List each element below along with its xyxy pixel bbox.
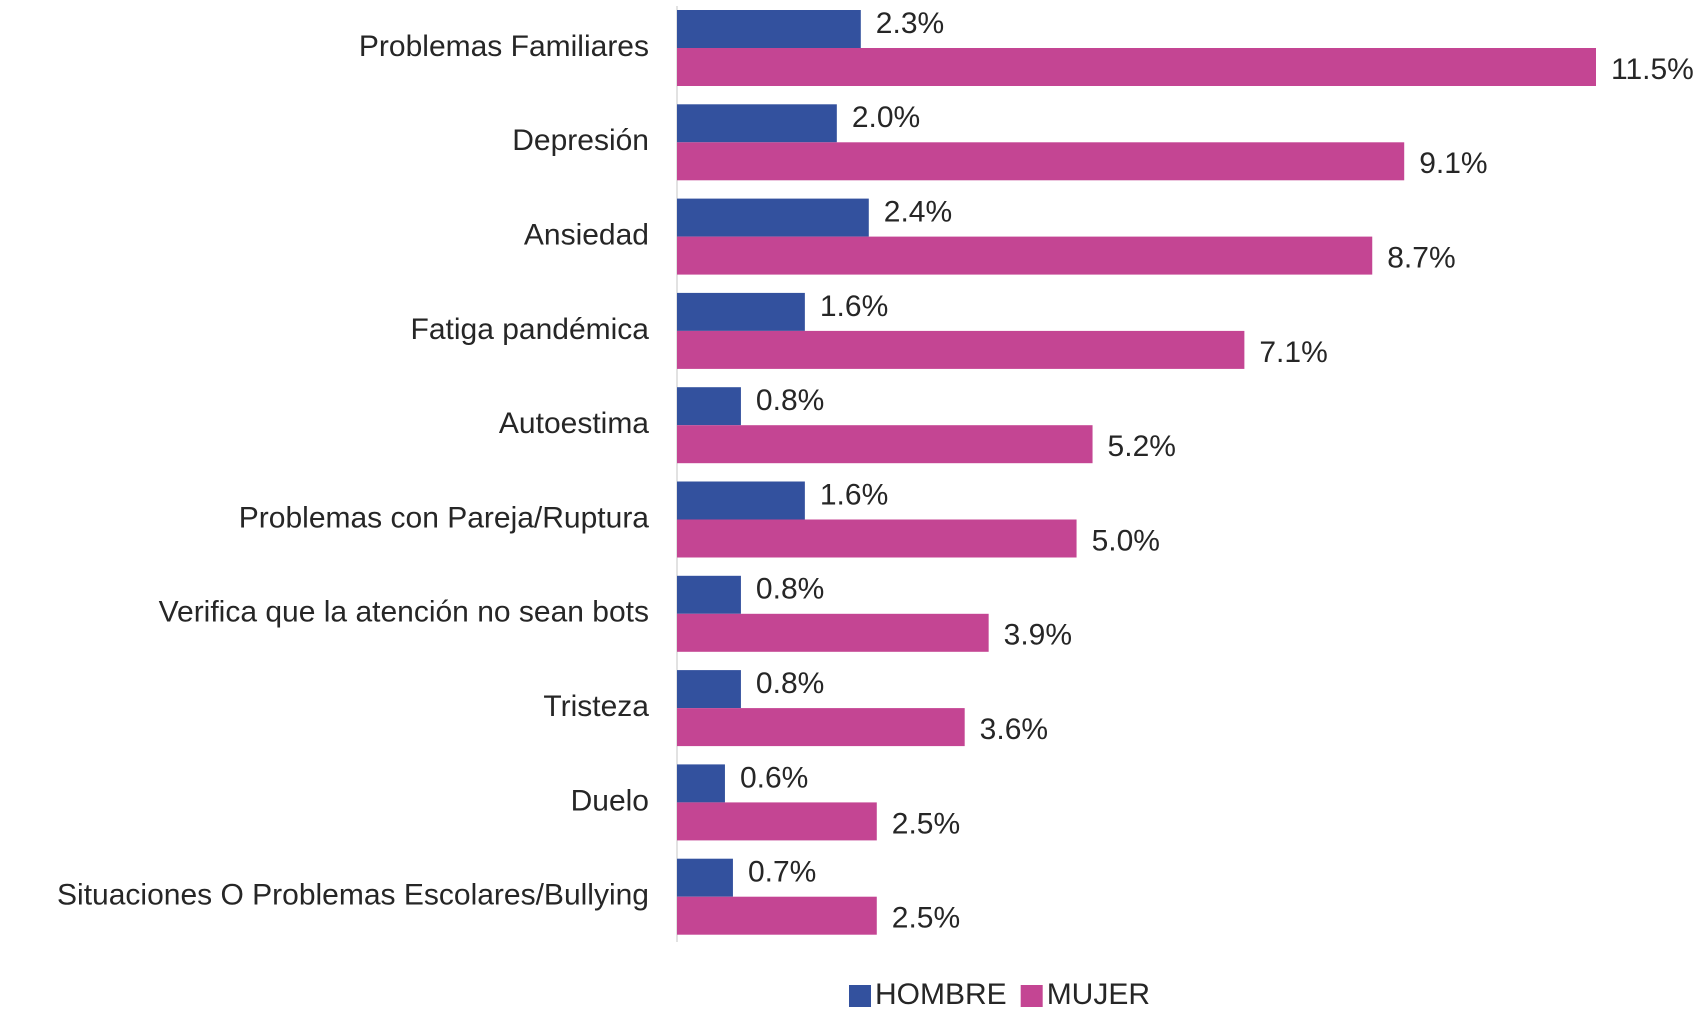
bar — [677, 670, 741, 709]
y-tick-label: Situaciones O Problemas Escolares/Bullyi… — [57, 879, 649, 912]
bar — [677, 48, 1596, 86]
value-label: 0.8% — [756, 384, 824, 417]
value-label: 8.7% — [1387, 242, 1455, 275]
value-label: 9.1% — [1419, 147, 1487, 180]
bar — [677, 142, 1405, 181]
value-label: 0.8% — [756, 573, 824, 606]
bar — [677, 519, 1077, 558]
y-tick-label: Duelo — [571, 784, 649, 817]
y-tick-label: Verifica que la atención no sean bots — [159, 596, 649, 629]
y-tick-label: Problemas con Pareja/Ruptura — [239, 501, 650, 534]
value-label: 0.8% — [756, 667, 824, 700]
value-label: 5.2% — [1108, 430, 1176, 463]
bar — [677, 198, 869, 237]
bar — [677, 425, 1093, 464]
value-label: 11.5% — [1611, 53, 1694, 86]
bar — [677, 387, 741, 426]
bar — [677, 708, 965, 747]
y-tick-label: Tristeza — [543, 690, 649, 723]
value-label: 5.0% — [1092, 524, 1160, 557]
bar — [677, 481, 805, 520]
y-tick-label: Depresión — [512, 124, 649, 157]
bar — [677, 896, 877, 935]
bar — [677, 575, 741, 614]
bar — [677, 330, 1245, 369]
bar — [677, 236, 1373, 275]
bar — [677, 764, 725, 803]
bar — [677, 802, 877, 841]
value-label: 3.6% — [980, 713, 1048, 746]
value-label: 7.1% — [1259, 336, 1327, 369]
bar — [677, 292, 805, 331]
value-label: 1.6% — [820, 478, 888, 511]
y-tick-label: Autoestima — [499, 407, 649, 440]
legend-swatch — [849, 985, 871, 1007]
y-tick-label: Problemas Familiares — [359, 30, 649, 63]
value-label: 2.5% — [892, 807, 960, 840]
y-tick-label: Ansiedad — [524, 219, 649, 252]
legend-label: HOMBRE — [875, 978, 1007, 1011]
value-label: 2.4% — [884, 196, 952, 229]
value-label: 2.0% — [852, 101, 920, 134]
value-label: 1.6% — [820, 290, 888, 323]
legend-swatch — [1020, 985, 1043, 1007]
legend-label: MUJER — [1047, 978, 1150, 1011]
value-label: 0.6% — [740, 761, 808, 794]
bar — [677, 104, 837, 143]
bar — [677, 613, 989, 652]
value-label: 2.5% — [892, 902, 960, 935]
value-label: 2.3% — [876, 7, 944, 40]
value-label: 3.9% — [1004, 619, 1072, 652]
y-tick-label: Fatiga pandémica — [411, 313, 650, 346]
value-label: 0.7% — [748, 856, 816, 889]
bar — [677, 10, 861, 48]
bar — [677, 858, 733, 897]
